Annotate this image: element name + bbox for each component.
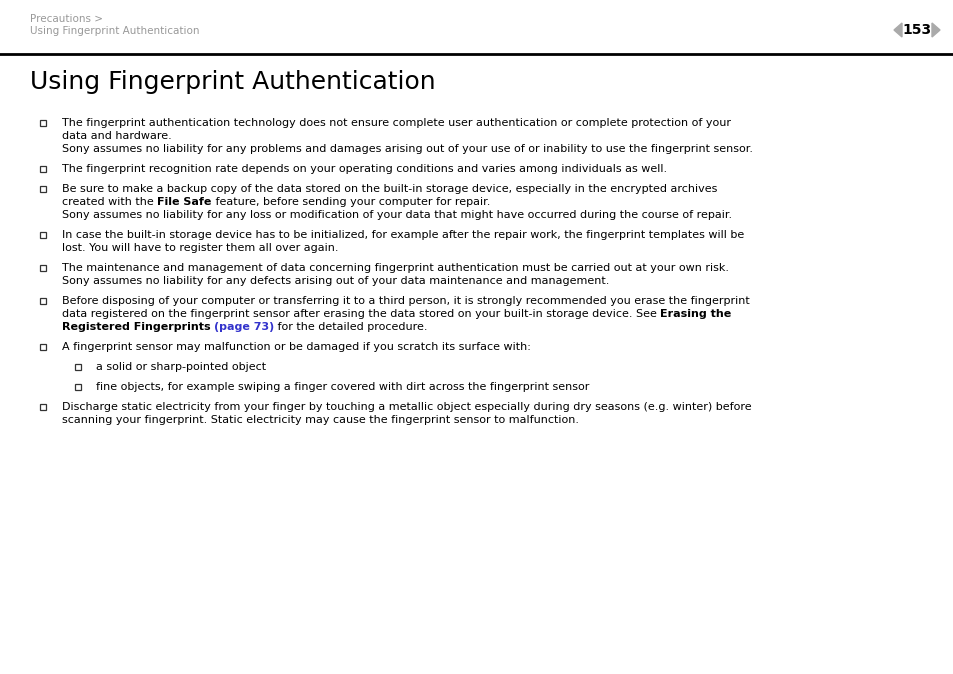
Text: In case the built-in storage device has to be initialized, for example after the: In case the built-in storage device has … <box>62 230 743 240</box>
Bar <box>40 232 46 238</box>
Bar <box>40 186 46 192</box>
Polygon shape <box>893 23 901 37</box>
Bar <box>75 384 81 390</box>
Text: A fingerprint sensor may malfunction or be damaged if you scratch its surface wi: A fingerprint sensor may malfunction or … <box>62 342 530 352</box>
Polygon shape <box>931 23 939 37</box>
Text: data registered on the fingerprint sensor after erasing the data stored on your : data registered on the fingerprint senso… <box>62 309 659 319</box>
Text: The maintenance and management of data concerning fingerprint authentication mus: The maintenance and management of data c… <box>62 263 728 273</box>
Text: data and hardware.: data and hardware. <box>62 131 172 141</box>
Text: 153: 153 <box>902 23 930 37</box>
Text: Before disposing of your computer or transferring it to a third person, it is st: Before disposing of your computer or tra… <box>62 296 749 306</box>
Text: Discharge static electricity from your finger by touching a metallic object espe: Discharge static electricity from your f… <box>62 402 751 412</box>
Bar <box>40 120 46 126</box>
Text: File Safe: File Safe <box>157 197 212 207</box>
Bar <box>40 298 46 304</box>
Bar <box>75 364 81 370</box>
Bar <box>40 404 46 410</box>
Bar <box>40 344 46 350</box>
Text: Erasing the: Erasing the <box>659 309 731 319</box>
Bar <box>40 265 46 271</box>
Text: Precautions >: Precautions > <box>30 14 103 24</box>
Text: Be sure to make a backup copy of the data stored on the built-in storage device,: Be sure to make a backup copy of the dat… <box>62 184 717 194</box>
Text: The fingerprint recognition rate depends on your operating conditions and varies: The fingerprint recognition rate depends… <box>62 164 666 174</box>
Bar <box>40 166 46 172</box>
Text: Sony assumes no liability for any problems and damages arising out of your use o: Sony assumes no liability for any proble… <box>62 144 752 154</box>
Text: created with the: created with the <box>62 197 157 207</box>
Text: Using Fingerprint Authentication: Using Fingerprint Authentication <box>30 26 199 36</box>
Text: a solid or sharp-pointed object: a solid or sharp-pointed object <box>96 362 266 372</box>
Text: Using Fingerprint Authentication: Using Fingerprint Authentication <box>30 70 436 94</box>
Text: (page 73): (page 73) <box>213 322 274 332</box>
Text: Sony assumes no liability for any loss or modification of your data that might h: Sony assumes no liability for any loss o… <box>62 210 731 220</box>
Text: for the detailed procedure.: for the detailed procedure. <box>274 322 428 332</box>
Text: The fingerprint authentication technology does not ensure complete user authenti: The fingerprint authentication technolog… <box>62 118 730 128</box>
Text: lost. You will have to register them all over again.: lost. You will have to register them all… <box>62 243 338 253</box>
Text: feature, before sending your computer for repair.: feature, before sending your computer fo… <box>212 197 490 207</box>
Text: Registered Fingerprints: Registered Fingerprints <box>62 322 211 332</box>
Text: Sony assumes no liability for any defects arising out of your data maintenance a: Sony assumes no liability for any defect… <box>62 276 609 286</box>
Text: fine objects, for example swiping a finger covered with dirt across the fingerpr: fine objects, for example swiping a fing… <box>96 382 589 392</box>
Text: scanning your fingerprint. Static electricity may cause the fingerprint sensor t: scanning your fingerprint. Static electr… <box>62 415 578 425</box>
